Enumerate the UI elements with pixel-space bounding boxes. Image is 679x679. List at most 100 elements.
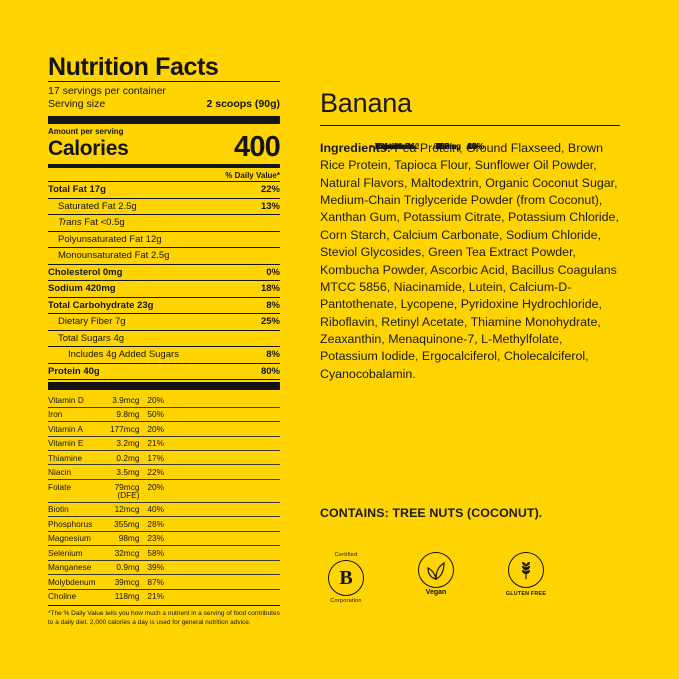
nutrient-label: Protein 40g — [48, 365, 100, 377]
divider-thick — [48, 382, 280, 391]
vitamin-name: Choline — [48, 591, 77, 602]
vitamin-daily-value: 87% — [147, 576, 164, 587]
vitamin-amount: 4.7mg — [437, 141, 461, 151]
divider — [48, 379, 280, 381]
vitamin-amount: 453mg — [435, 141, 461, 151]
vitamin-daily-value: 23% — [467, 141, 484, 151]
divider — [48, 588, 280, 590]
vitamin-name: Selenium — [48, 547, 83, 558]
divider — [48, 296, 280, 298]
vitamin-cell: • Vitamin C 59mg 66% — [368, 141, 484, 151]
serving-size-row: Serving size 2 scoops (90g) — [48, 98, 280, 111]
badge-b-corporation: Certified B Corporation — [318, 552, 374, 604]
vitamin-cell: Iron 9.8mg 50% — [48, 409, 164, 420]
serving-size-label: Serving size — [48, 98, 106, 111]
nutrient-label: Polyunsaturated Fat 12g — [58, 233, 162, 245]
vitamin-name: Biotin — [48, 504, 69, 515]
vitamin-name: Vitamin K — [375, 141, 411, 151]
vitamin-cell: • Vitamin B12 0.8mcg 33% — [368, 141, 484, 151]
vitamin-cell: Thiamine 0.2mg 17% — [48, 453, 164, 462]
plant-leaf-icon — [427, 561, 445, 580]
allergen-statement: CONTAINS: TREE NUTS (COCONUT). — [320, 506, 543, 520]
vitamin-daily-value: 43% — [467, 141, 484, 151]
bullet-separator: • — [370, 141, 373, 151]
vitamin-row: Biotin 12mcg 40% • Pantothenic 1.2mg 24% — [48, 142, 484, 516]
vitamin-name: Riboflavin — [375, 141, 412, 151]
vegan-label: Vegan — [425, 589, 447, 596]
vitamin-name: Zinc — [375, 141, 391, 151]
bullet-separator: • — [370, 141, 373, 151]
nutrient-row: Trans Fat <0.5g — [48, 215, 280, 231]
vitamin-name: Magnesium — [48, 533, 91, 544]
vitamin-daily-value: 28% — [467, 141, 484, 151]
divider — [48, 346, 280, 348]
divider — [48, 501, 280, 503]
divider — [48, 280, 280, 282]
vitamin-amount: 0.9mg — [116, 562, 140, 573]
vitamin-row: Phosphorus 355mg 28% • Acid — [48, 142, 391, 530]
vitamin-amount: 355mg — [114, 518, 140, 529]
vitamin-name: Vitamin C — [375, 141, 411, 151]
nutrient-row: Sodium 420mg 18% — [48, 281, 280, 297]
vitamin-amount: 9.8mg — [116, 409, 140, 420]
divider — [48, 263, 280, 265]
vitamin-daily-value: 20% — [467, 141, 484, 151]
nutrient-row: Total Carbohydrate 23g 8% — [48, 298, 280, 314]
divider-thick — [48, 115, 280, 124]
nutrient-row: Protein 40g 80% — [48, 364, 280, 380]
nutrient-label: Monounsaturated Fat 2.5g — [58, 250, 170, 262]
vitamin-amount: 0.8mcg — [433, 141, 461, 151]
vitamin-amount: 12mcg — [114, 504, 140, 515]
nutrient-label: Total Fat 17g — [48, 184, 106, 196]
amount-per-serving-label: Amount per serving — [48, 126, 124, 136]
vitamin-name: Niacin — [48, 467, 72, 478]
bullet-separator: • — [370, 141, 373, 151]
nutrient-row: Cholesterol 0mg 0% — [48, 265, 280, 281]
divider — [48, 214, 280, 216]
nutrient-daily-value: 0% — [266, 266, 280, 278]
nutrient-label: Total Sugars 4g — [58, 332, 125, 344]
vitamin-daily-value: 21% — [147, 438, 164, 449]
divider — [48, 559, 280, 561]
vitamin-name: Chloride — [375, 141, 406, 151]
product-name: Banana — [320, 88, 412, 118]
divider — [48, 181, 280, 183]
daily-value-footnote: *The % Daily Value tells you how much a … — [48, 610, 280, 626]
vitamin-cell: Biotin 12mcg 40% — [48, 504, 164, 515]
vitamin-daily-value: 22% — [147, 467, 164, 478]
divider — [48, 81, 280, 83]
vitamin-amount: 39mcg — [114, 576, 140, 587]
certification-badges: Certified B Corporation Vegan — [318, 552, 554, 604]
vitamin-cell: • Riboflavin 0.3mg 23% — [368, 141, 484, 151]
product-info: Banana Ingredients: Pea Protein, Ground … — [320, 88, 620, 383]
vitamin-name: Vitamin A — [48, 423, 83, 434]
calories-label: Calories — [48, 137, 129, 161]
vitamin-amount: 1.2mg — [437, 141, 461, 151]
vitamin-row: Magnesium 98mg 23% • Iodine 30mcg 20% — [48, 142, 484, 545]
vitamin-amount: 177mcg — [109, 423, 140, 434]
bullet-separator: • — [370, 141, 373, 151]
divider — [48, 574, 280, 576]
vitamin-cell: Phosphorus 355mg 28% — [48, 518, 164, 529]
divider — [48, 230, 280, 232]
vitamin-name: Vitamin D — [48, 394, 84, 405]
vitamin-amount: 0.3mg — [437, 141, 461, 151]
divider — [48, 605, 280, 607]
nutrient-daily-value: 80% — [260, 365, 280, 377]
nutrient-row: Saturated Fat 2.5g 13% — [48, 199, 280, 215]
vitamin-cell: • Chloride 453mg 20% — [368, 141, 484, 151]
vitamin-name: Calcium — [375, 141, 405, 151]
bullet-separator: • — [370, 141, 373, 151]
ingredients-text: Pea Protein, Ground Flaxseed, Brown Rice… — [320, 141, 619, 381]
bullet-separator: • — [370, 141, 373, 151]
vitamin-daily-value: 20% — [147, 481, 164, 492]
vitamin-daily-value: 20% — [147, 423, 164, 434]
vitamin-amount: 98mg — [118, 533, 140, 544]
nutrient-row: Includes 4g Added Sugars 8% — [48, 347, 280, 363]
vitamin-amount: 0.6mg — [437, 141, 461, 151]
vitamin-cell: • Pantothenic 1.2mg 24% — [368, 141, 484, 151]
vitamin-name: Molybdenum — [48, 576, 96, 587]
vitamin-cell: • Vitamin B6 0.3mg 18% — [368, 141, 484, 151]
nutrient-row: Total Sugars 4g — [48, 331, 280, 347]
